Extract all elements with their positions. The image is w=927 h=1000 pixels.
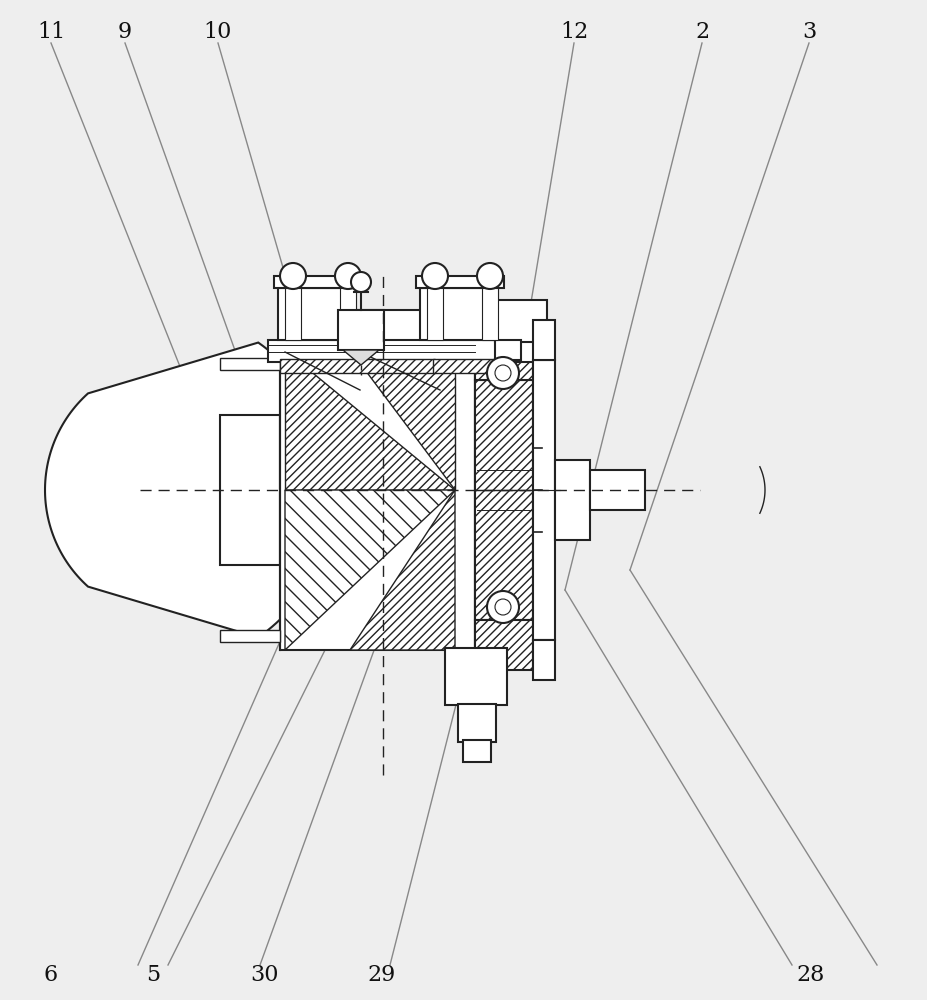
Bar — [458, 704, 496, 742]
Bar — [475, 330, 533, 380]
Polygon shape — [350, 350, 455, 490]
Bar — [533, 360, 555, 640]
Bar — [555, 460, 590, 540]
Text: 11: 11 — [37, 21, 65, 43]
Bar — [533, 640, 555, 680]
Circle shape — [495, 365, 511, 381]
Bar — [220, 415, 280, 565]
Polygon shape — [45, 343, 335, 637]
Bar — [285, 288, 301, 340]
Polygon shape — [343, 350, 379, 365]
Bar — [338, 310, 384, 350]
Bar — [278, 288, 356, 340]
Text: 29: 29 — [368, 964, 396, 986]
Bar — [280, 359, 435, 373]
Bar — [420, 288, 498, 340]
Circle shape — [487, 357, 519, 389]
Text: 2: 2 — [695, 21, 710, 43]
Circle shape — [280, 263, 306, 289]
Circle shape — [495, 599, 511, 615]
Text: 9: 9 — [118, 21, 133, 43]
Bar — [274, 276, 362, 288]
Polygon shape — [285, 350, 455, 490]
Circle shape — [351, 272, 371, 292]
Bar — [268, 340, 536, 362]
Bar — [280, 310, 475, 650]
Bar — [220, 358, 280, 370]
Bar — [433, 359, 495, 373]
Bar — [463, 740, 491, 762]
Bar — [416, 276, 504, 288]
Text: 6: 6 — [44, 964, 58, 986]
Text: 10: 10 — [204, 21, 232, 43]
Circle shape — [477, 263, 503, 289]
Text: 28: 28 — [797, 964, 825, 986]
Bar — [427, 288, 443, 340]
Circle shape — [335, 263, 361, 289]
Bar — [590, 470, 645, 510]
Bar — [495, 340, 521, 360]
Circle shape — [487, 591, 519, 623]
Bar — [340, 288, 356, 340]
Polygon shape — [285, 490, 455, 650]
Text: 30: 30 — [250, 964, 278, 986]
Bar — [475, 620, 533, 670]
Bar — [482, 288, 498, 340]
Text: 3: 3 — [802, 21, 817, 43]
Bar — [475, 380, 533, 620]
Bar — [445, 648, 507, 705]
Polygon shape — [350, 490, 455, 650]
Bar — [533, 320, 555, 360]
Text: 12: 12 — [561, 21, 589, 43]
Bar — [220, 630, 280, 642]
Bar — [495, 300, 547, 342]
Text: 5: 5 — [146, 964, 160, 986]
Circle shape — [422, 263, 448, 289]
